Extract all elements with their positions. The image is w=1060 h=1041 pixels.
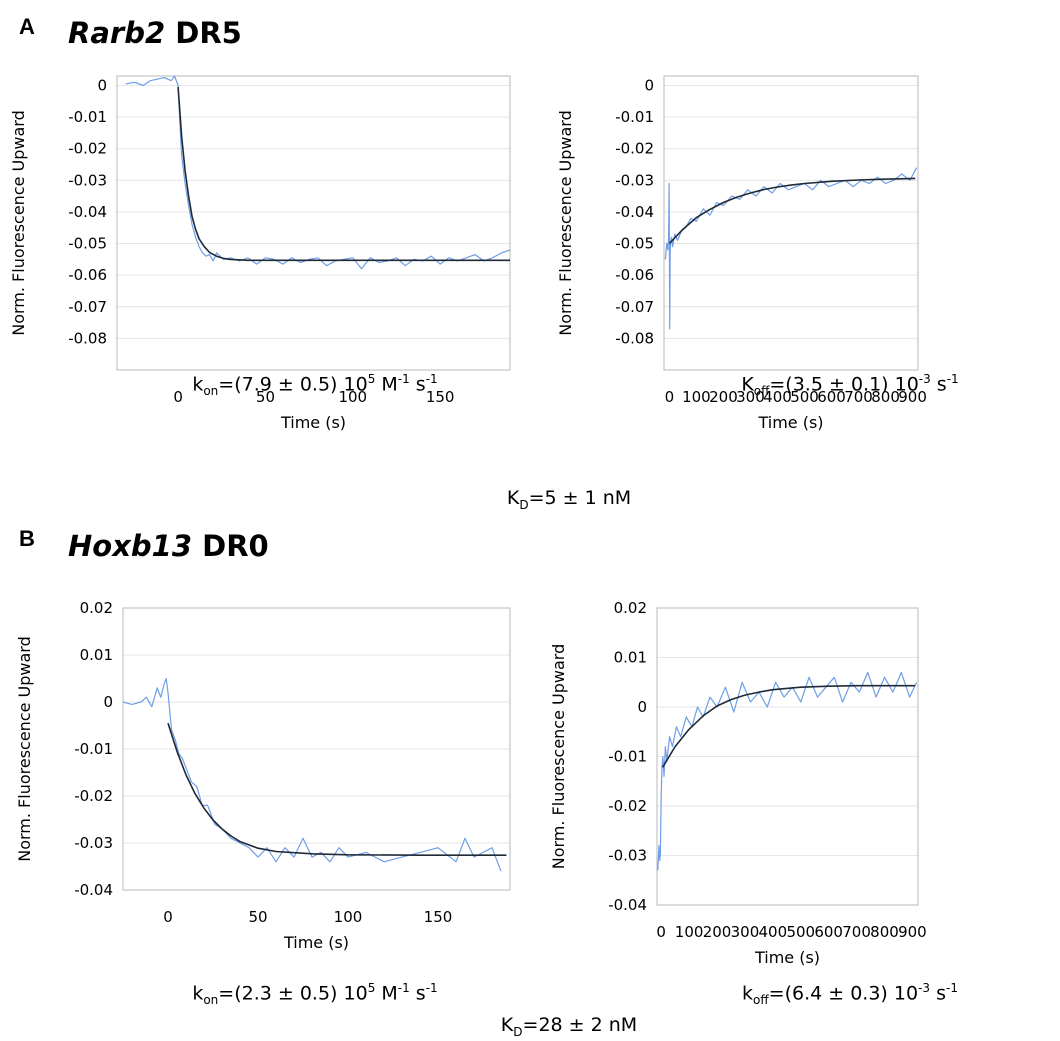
- panel-title-b: Hoxb13 DR0: [68, 529, 269, 563]
- x-tick-label: 200: [709, 388, 738, 406]
- fit-line: [167, 722, 507, 857]
- x-tick-label: 200: [703, 923, 732, 941]
- y-axis-label: Norm. Fluorescence Upward: [549, 644, 568, 870]
- x-axis-label: Time (s): [283, 933, 349, 952]
- koff-caption-b: koff=(6.4 ± 0.3) 10-3 s-1: [742, 981, 958, 1008]
- raw-signal-line: [122, 677, 502, 872]
- y-tick-label: -0.06: [68, 266, 107, 284]
- y-tick-label: -0.02: [74, 787, 113, 805]
- fit-line: [177, 87, 510, 262]
- y-tick-label: -0.03: [608, 847, 647, 865]
- x-tick-label: 800: [871, 388, 900, 406]
- y-tick-label: -0.08: [615, 329, 654, 347]
- x-tick-label: 100: [682, 388, 711, 406]
- chart-1: 0 -0.01 -0.02 -0.03 -0.04 -0.05 -0.06 -0.07 -0.0…: [9, 75, 511, 432]
- y-tick-label: -0.05: [68, 235, 107, 253]
- y-tick-label: 0: [97, 76, 107, 94]
- x-tick-label: 600: [814, 923, 843, 941]
- x-tick-label: 700: [842, 923, 871, 941]
- x-tick-label: 600: [817, 388, 846, 406]
- kd-caption-b: KD=28 ± 2 nM: [500, 1014, 638, 1039]
- element-name-b: DR0: [202, 529, 269, 563]
- plot-frame: [656, 607, 919, 906]
- y-tick-label: 0: [644, 76, 654, 94]
- plot-frame: [116, 75, 511, 371]
- y-tick-label: -0.04: [74, 881, 113, 899]
- y-tick-label: -0.01: [74, 740, 113, 758]
- y-tick-label: 0.01: [614, 649, 647, 667]
- x-tick-label: 700: [844, 388, 873, 406]
- y-tick-label: -0.08: [68, 329, 107, 347]
- y-tick-label: -0.04: [615, 203, 654, 221]
- y-tick-label: -0.04: [608, 896, 647, 914]
- x-axis-label: Time (s): [757, 413, 823, 432]
- x-tick-label: 900: [898, 923, 927, 941]
- x-tick-label: 0: [163, 908, 173, 926]
- x-tick-label: 50: [256, 388, 275, 406]
- x-tick-label: 100: [334, 908, 363, 926]
- y-tick-label: 0: [103, 693, 113, 711]
- raw-signal-line: [125, 75, 511, 270]
- x-tick-label: 300: [736, 388, 765, 406]
- x-tick-label: 400: [763, 388, 792, 406]
- y-tick-label: -0.02: [615, 140, 654, 158]
- koff-caption-a: Koff=(3.5 ± 0.1) 10-3 s-1: [741, 372, 959, 399]
- x-tick-label: 900: [898, 388, 927, 406]
- y-tick-label: -0.07: [615, 298, 654, 316]
- fit-line: [661, 684, 916, 768]
- y-tick-label: -0.03: [615, 171, 654, 189]
- y-axis-label: Norm. Fluorescence Upward: [9, 110, 28, 336]
- chart-3: 0.02 0.01 0 -0.01 -0.02 -0.03 -0.04 0 50 100 150 Ti…: [15, 599, 511, 952]
- x-tick-label: 0: [173, 388, 183, 406]
- x-tick-label: 50: [248, 908, 267, 926]
- panel-title-a: Rarb2 DR5: [68, 16, 242, 50]
- panel-letter-a: A: [19, 14, 35, 39]
- x-tick-label: 500: [786, 923, 815, 941]
- y-tick-label: -0.07: [68, 298, 107, 316]
- x-tick-label: 400: [759, 923, 788, 941]
- y-tick-label: -0.04: [68, 203, 107, 221]
- chart-2: 0 -0.01 -0.02 -0.03 -0.04 -0.05 -0.06 -0.07 -0.0…: [556, 75, 927, 432]
- y-axis-label: Norm. Fluorescence Upward: [556, 110, 575, 336]
- x-tick-label: 800: [870, 923, 899, 941]
- y-tick-label: 0.02: [614, 599, 647, 617]
- x-tick-label: 500: [790, 388, 819, 406]
- chart-4: 0.02 0.01 0 -0.01 -0.02 -0.03 -0.04 0 100 200 300 4…: [549, 599, 927, 967]
- element-name-a: DR5: [175, 16, 242, 50]
- fit-line: [668, 177, 916, 245]
- panel-letter-b: B: [19, 526, 35, 551]
- y-tick-label: 0.02: [80, 599, 113, 617]
- y-tick-label: -0.01: [608, 748, 647, 766]
- x-tick-label: 100: [675, 923, 704, 941]
- x-axis-label: Time (s): [280, 413, 346, 432]
- x-tick-label: 150: [426, 388, 455, 406]
- y-tick-label: -0.01: [68, 108, 107, 126]
- kon-caption-a: kon=(7.9 ± 0.5) 105 M-1 s-1: [192, 372, 438, 399]
- y-tick-label: -0.06: [615, 266, 654, 284]
- y-tick-label: -0.03: [74, 834, 113, 852]
- y-tick-label: -0.02: [68, 140, 107, 158]
- x-tick-label: 100: [338, 388, 367, 406]
- x-axis-label: Time (s): [754, 948, 820, 967]
- raw-signal-line: [657, 671, 918, 871]
- kd-caption-a: KD=5 ± 1 nM: [506, 487, 632, 512]
- y-tick-label: 0: [637, 698, 647, 716]
- kon-caption-b: kon=(2.3 ± 0.5) 105 M-1 s-1: [192, 981, 438, 1008]
- plot-frame: [663, 75, 919, 371]
- x-tick-label: 0: [656, 923, 666, 941]
- gene-name-a: Rarb2: [68, 16, 166, 50]
- gene-name-b: Hoxb13: [68, 529, 193, 563]
- y-tick-label: -0.05: [615, 235, 654, 253]
- y-tick-label: -0.02: [608, 797, 647, 815]
- x-tick-label: 150: [424, 908, 453, 926]
- y-tick-label: -0.03: [68, 171, 107, 189]
- y-tick-label: -0.01: [615, 108, 654, 126]
- raw-signal-line: [664, 167, 918, 330]
- x-tick-label: 300: [731, 923, 760, 941]
- y-axis-label: Norm. Fluorescence Upward: [15, 636, 34, 862]
- y-tick-label: 0.01: [80, 646, 113, 664]
- x-tick-label: 0: [665, 388, 675, 406]
- plot-frame: [122, 607, 511, 891]
